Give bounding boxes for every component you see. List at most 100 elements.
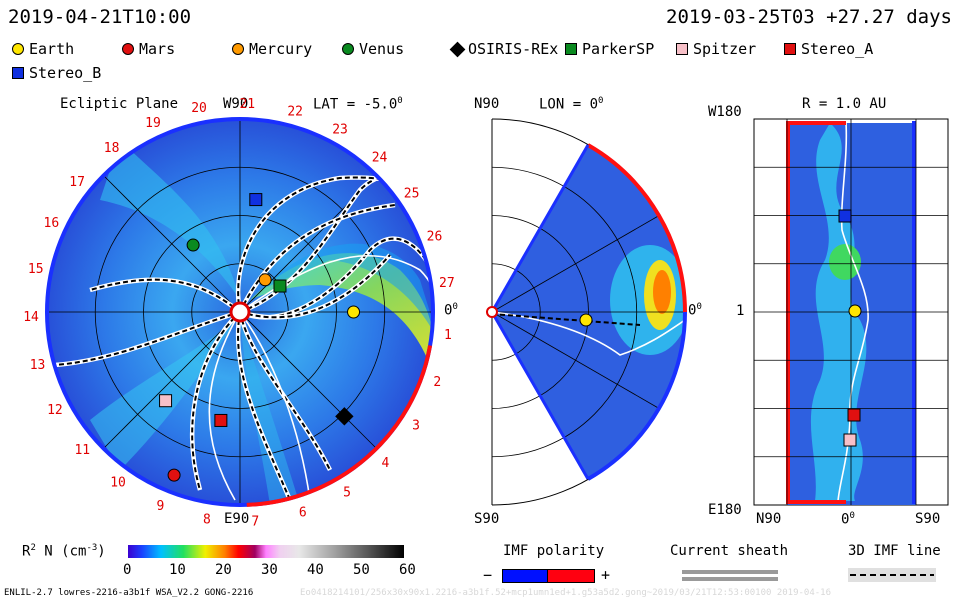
day-label: 1 (444, 328, 452, 343)
day-label: 4 (382, 456, 390, 471)
radial-body-spitzer (843, 433, 857, 447)
grid-ring-2 (143, 215, 337, 409)
radial-r-label: R = 1.0 AU (802, 96, 887, 112)
meridional-spoke--30 (492, 311, 660, 409)
radial-current-sheath (837, 122, 869, 502)
imf-line-swatch (848, 568, 936, 582)
circle-marker-icon (232, 43, 244, 55)
diamond-marker-icon (449, 41, 466, 57)
meridional-right-label: 00 (688, 302, 702, 319)
meridional-ring-1 (491, 263, 541, 361)
meridional-lon-label: LON = 00 (539, 96, 604, 113)
radial-x-left: N90 (756, 511, 782, 527)
run-time: 2019-04-21T10:00 (8, 6, 192, 28)
meridional-background (492, 145, 685, 479)
ecliptic-polarity-arc (246, 345, 433, 507)
density-stream-halo (260, 243, 433, 345)
imf-line-7 (54, 311, 241, 366)
imf-line-bg-1 (235, 175, 396, 313)
grid-spoke-315 (239, 311, 377, 449)
imf-line-4 (239, 311, 331, 471)
legend-item-mars: Mars (122, 40, 175, 58)
square-marker-icon (676, 43, 688, 55)
current-sheath-swatch-1 (682, 570, 778, 574)
legend-item-osiris-rex: OSIRIS-REx (449, 40, 558, 58)
legend-label: Stereo_B (29, 64, 102, 82)
legend-label: Stereo_A (801, 40, 874, 58)
radial-x-mid: 00 (841, 511, 855, 528)
ecliptic-bottom-label: E90 (224, 511, 250, 527)
day-label: 10 (110, 476, 126, 491)
imf-line-6 (191, 311, 241, 491)
legend-item-stereo-b: Stereo_B (12, 64, 101, 82)
meridional-density-halo (610, 245, 685, 355)
meridional-sun-icon (486, 306, 498, 318)
imf-line-bg-9 (237, 202, 396, 313)
meridional-edge-top (490, 144, 590, 313)
imf-line-bg-2 (239, 236, 433, 320)
colorbar-tick: 60 (399, 562, 416, 578)
day-label: 5 (343, 486, 351, 501)
radial-density-blob (829, 244, 861, 280)
legend-label: Venus (359, 40, 405, 58)
day-label: 17 (69, 175, 85, 190)
ecliptic-lat-label: LAT = -5.00 (313, 96, 403, 113)
density-stream-main (250, 253, 433, 360)
grid-spoke-135 (103, 175, 241, 313)
day-label: 14 (23, 310, 39, 325)
imf-line-1 (237, 176, 396, 313)
imf-line-8 (89, 278, 241, 313)
legend-label: Mercury (249, 40, 313, 58)
circle-marker-icon (342, 43, 354, 55)
day-label: 2 (433, 375, 441, 390)
circle-marker-icon (122, 43, 134, 55)
body-earth (347, 305, 361, 319)
colorbar-tick: 0 (123, 562, 132, 578)
day-label: 15 (28, 262, 44, 277)
density-stream-east (240, 318, 300, 505)
radial-polarity-red-bottom (786, 500, 846, 504)
radial-mid-left: 1 (736, 303, 745, 319)
meridional-top-label: N90 (474, 96, 500, 112)
imf-line-bg-4 (237, 311, 333, 472)
imf-polarity-plus: + (601, 566, 611, 584)
legend-item-parkersp: ParkerSP (565, 40, 654, 58)
colorbar-tick: 20 (215, 562, 232, 578)
grid-ring-4 (47, 119, 433, 505)
imf-polarity-pos-bar (547, 569, 595, 583)
square-marker-icon (784, 43, 796, 55)
meridional-field (492, 145, 685, 479)
density-stream-south (90, 318, 238, 470)
ecliptic-top-label: W90 (223, 96, 249, 112)
legend-item-spitzer: Spitzer (676, 40, 756, 58)
colorbar-tick: 10 (169, 562, 186, 578)
imf-line-5 (237, 311, 291, 501)
day-label: 6 (299, 505, 307, 520)
imf-line-bg-3 (239, 253, 392, 320)
colorbar (128, 545, 404, 558)
grid-spoke-45 (239, 175, 377, 313)
body-parkersp (273, 279, 287, 293)
radial-polarity-red-top (786, 121, 846, 125)
footer-left: ENLIL-2.7 lowres-2216-a3b1f WSA_V2.2 GON… (4, 588, 254, 598)
imf-polarity-minus: − (483, 566, 493, 584)
model-time: 2019-03-25T03 +27.27 days (666, 6, 952, 28)
colorbar-tick: 30 (261, 562, 278, 578)
radial-polarity-blue-right (912, 121, 916, 504)
meridional-edge-bottom (490, 311, 590, 480)
colorbar-tick: 40 (307, 562, 324, 578)
radial-density-band (810, 123, 867, 501)
imf-line-3 (239, 254, 391, 319)
ecliptic-outer-ring (45, 117, 435, 507)
meridional-outline (491, 118, 686, 506)
radial-frame (753, 118, 949, 506)
day-label: 18 (104, 141, 120, 156)
circle-marker-icon (12, 43, 24, 55)
radial-top-left: W180 (708, 104, 742, 120)
meridional-imf-line (492, 313, 641, 326)
day-label: 9 (156, 499, 164, 514)
meridional-ring-2 (491, 215, 589, 409)
grid-ring-1 (191, 263, 289, 361)
radial-body-stereo-b (838, 209, 852, 223)
radial-polarity-red-left (786, 121, 790, 504)
